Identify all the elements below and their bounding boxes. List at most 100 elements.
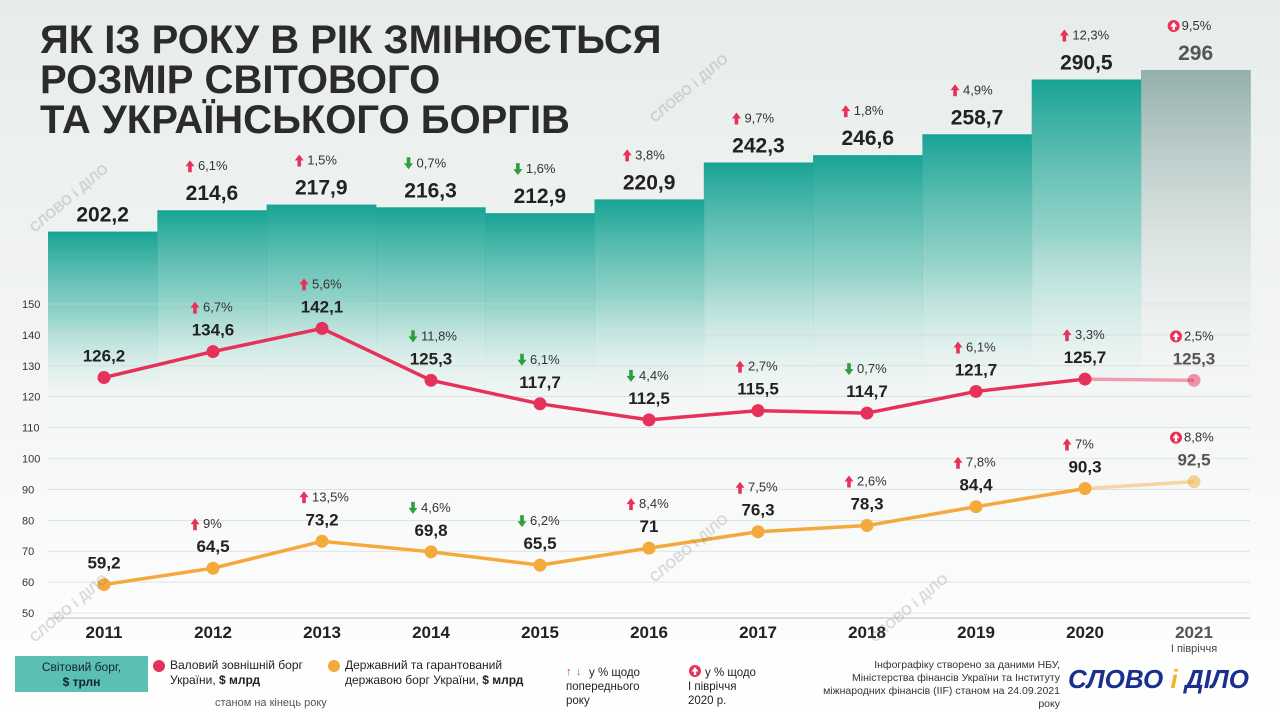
world-value-2014: 216,3 <box>404 179 457 202</box>
state-value-2012: 64,5 <box>196 537 229 556</box>
legend-h1-line-2: І півріччя <box>688 681 737 693</box>
state-change-2012: 9% <box>203 516 222 531</box>
external-change-2017: 2,7% <box>748 359 778 374</box>
world-change-2016: 3,8% <box>635 147 665 162</box>
y-tick-150: 150 <box>22 299 40 311</box>
world-value-2020: 290,5 <box>1060 51 1113 74</box>
world-change-arrow-2016 <box>622 149 632 162</box>
source-line-1: Інфографіку створено за даними НБУ, <box>874 659 1060 671</box>
external-value-2012: 134,6 <box>192 321 235 340</box>
world-change-2018: 1,8% <box>854 103 884 118</box>
state-change-arrow-2012 <box>190 518 200 531</box>
world-value-2012: 214,6 <box>186 182 239 205</box>
state-change-arrow-2015 <box>517 515 527 528</box>
external-value-2011: 126,2 <box>83 347 126 366</box>
chart-labels: 126,2 134,6 6,7% 142,1 5,6% 125,3 11,8% 117,7 6,… <box>83 276 1216 572</box>
external-point-2018 <box>860 406 874 420</box>
state-value-2013: 73,2 <box>305 510 338 529</box>
legend-state-line-1: Державний та гарантований <box>345 658 503 672</box>
state-change-arrow-2021 <box>1170 431 1182 444</box>
state-point-2018 <box>860 519 874 533</box>
state-change-arrow-2019 <box>953 456 963 469</box>
title-line-1: ЯК ІЗ РОКУ В РІК ЗМІНЮЄТЬСЯ <box>40 18 662 62</box>
state-value-2015: 65,5 <box>523 534 556 553</box>
world-bar-2021 <box>1141 70 1251 420</box>
world-bar-2020 <box>1031 79 1142 420</box>
legend-state-dot <box>328 660 340 672</box>
x-tick-2012: 2012 <box>194 623 232 642</box>
world-change-arrow-2021 <box>1167 20 1180 32</box>
external-change-2012: 6,7% <box>203 300 233 315</box>
y-grid: 50 60 70 80 90 100 110 120 130 140 150 2011 2012 2013… <box>22 299 1250 655</box>
world-value-2015: 212,9 <box>514 185 567 208</box>
state-line-partial <box>1084 479 1195 491</box>
state-change-arrow-2017 <box>735 481 745 494</box>
world-change-2013: 1,5% <box>307 153 337 168</box>
legend-external-unit: $ млрд <box>219 673 261 687</box>
world-change-arrow-2012 <box>185 160 195 173</box>
state-change-2021: 8,8% <box>1184 430 1214 445</box>
external-change-arrow-2018 <box>844 363 854 376</box>
world-change-2015: 1,6% <box>526 161 556 176</box>
external-change-arrow-2019 <box>953 341 963 354</box>
external-point-2016 <box>642 413 656 427</box>
state-change-2019: 7,8% <box>966 455 996 470</box>
external-point-2011 <box>97 371 111 385</box>
world-change-2019: 4,9% <box>963 82 993 97</box>
title-line-2: РОЗМІР СВІТОВОГО <box>40 58 441 102</box>
state-change-2016: 8,4% <box>639 496 669 511</box>
external-value-2014: 125,3 <box>410 349 453 368</box>
legend-state-line-2: державою борг України, $ млрд <box>345 673 523 688</box>
world-debt-steps: 202,2 214,6 6,1% 217,9 1,5% 216,3 0,7% 212,9 1,6… <box>48 18 1251 420</box>
legend-world-debt: Світовий борг, $ трлн <box>15 656 148 692</box>
logo: СЛОВО і ДІЛО <box>1068 664 1249 695</box>
external-value-2019: 121,7 <box>955 360 998 379</box>
world-value-2018: 246,6 <box>841 127 894 150</box>
external-change-arrow-2015 <box>517 353 527 366</box>
legend-prev-line-2: попереднього <box>566 681 640 693</box>
page-title: ЯК ІЗ РОКУ В РІК ЗМІНЮЄТЬСЯ РОЗМІР СВІТО… <box>40 20 661 140</box>
y-tick-90: 90 <box>22 484 34 496</box>
legend-external-line-2: України, $ млрд <box>170 673 303 688</box>
state-change-arrow-2013 <box>299 491 309 504</box>
state-change-2015: 6,2% <box>530 513 560 528</box>
world-value-2011: 202,2 <box>76 204 129 227</box>
x-tick-2021: 2021 <box>1175 623 1213 642</box>
source-line-3: міжнародних фінансів (IIF) станом на 24.… <box>823 685 1060 710</box>
h1-arrow-icon <box>689 665 701 677</box>
state-point-2015 <box>533 558 547 572</box>
external-point-2012 <box>206 345 220 359</box>
world-change-arrow-2018 <box>841 105 851 118</box>
state-value-2018: 78,3 <box>850 495 883 514</box>
world-change-arrow-2014 <box>404 157 414 170</box>
state-point-2011 <box>97 578 111 592</box>
x-tick-2015: 2015 <box>521 623 559 642</box>
world-change-2017: 9,7% <box>744 111 774 126</box>
state-value-2014: 69,8 <box>414 521 447 540</box>
external-change-arrow-2017 <box>735 360 745 373</box>
external-change-arrow-2016 <box>626 369 636 382</box>
legend-prev-year: у % щодо попереднього року <box>566 666 640 708</box>
state-change-arrow-2021-glyph <box>1172 433 1180 442</box>
state-line <box>103 486 1086 587</box>
state-change-arrow-2014 <box>408 501 418 514</box>
y-tick-80: 80 <box>22 515 34 527</box>
external-change-2015: 6,1% <box>530 352 560 367</box>
logo-part-3: ДІЛО <box>1177 664 1249 694</box>
world-bar-2017 <box>703 162 814 420</box>
external-point-2015 <box>533 397 547 411</box>
state-point-2013 <box>315 534 329 548</box>
state-change-arrow-2020 <box>1062 438 1072 451</box>
legend-prev-line-3: року <box>566 695 590 707</box>
legend-prev-line-1: у % щодо <box>589 667 640 679</box>
legend-h1-line-1: у % щодо <box>705 667 756 679</box>
external-change-arrow-2021-glyph <box>1172 332 1180 341</box>
external-point-2019 <box>969 384 983 398</box>
external-value-2018: 114,7 <box>846 382 888 401</box>
external-change-arrow-2012 <box>190 301 200 314</box>
state-change-2020: 7% <box>1075 436 1094 451</box>
world-change-arrow-2020 <box>1059 29 1069 42</box>
world-value-2016: 220,9 <box>623 171 676 194</box>
state-change-2018: 2,6% <box>857 474 887 489</box>
world-change-2012: 6,1% <box>198 158 228 173</box>
